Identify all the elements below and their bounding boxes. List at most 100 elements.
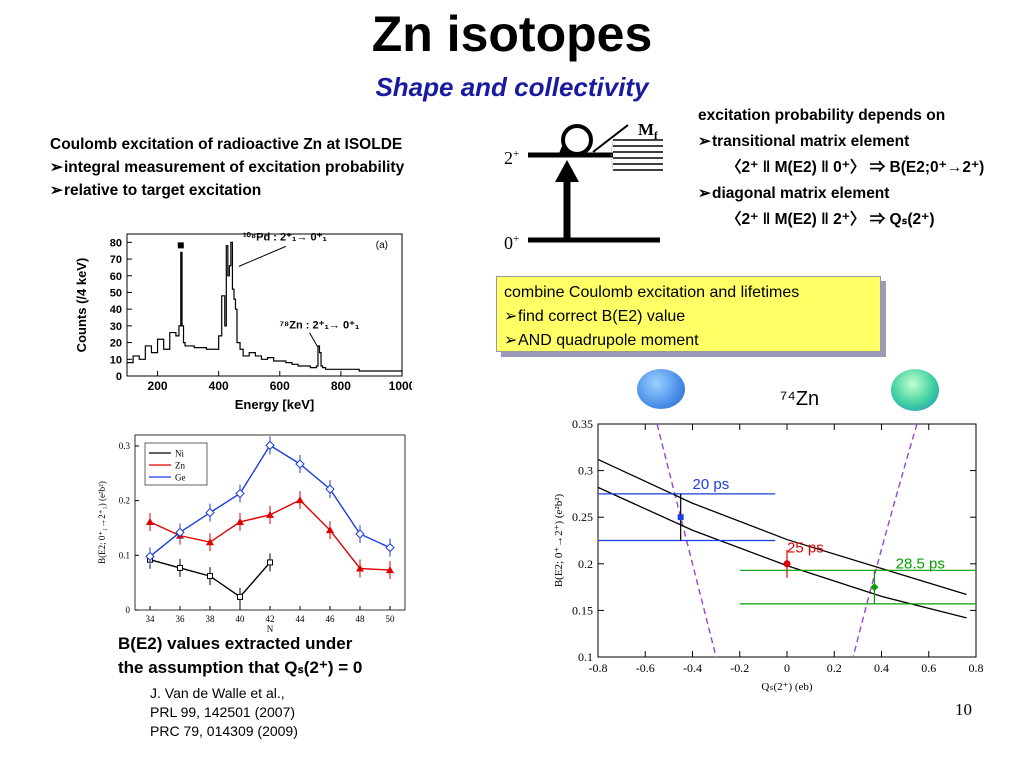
- pd-annotation: ¹⁰⁸Pd : 2⁺₁→ 0⁺₁: [243, 231, 328, 243]
- bullet-arrow-icon: ➢: [698, 185, 711, 202]
- x-tick-label: 40: [236, 614, 246, 624]
- bullet-arrow-icon: ➢: [698, 133, 711, 150]
- x-tick-label: 42: [266, 614, 275, 624]
- data-point-ni: [177, 564, 183, 571]
- y-tick-label: 70: [110, 254, 122, 266]
- intro-bullet-2-text: relative to target excitation: [64, 182, 262, 199]
- x-tick-label: 50: [386, 614, 396, 624]
- y-tick-label: 0.3: [119, 441, 131, 451]
- data-point-zn: [206, 538, 214, 546]
- zn-annotation-arrow: [309, 332, 318, 347]
- prolate-curve: [852, 423, 918, 658]
- y-tick-label: 0.3: [578, 464, 593, 478]
- x-tick-label: -0.6: [636, 661, 655, 675]
- slide-subtitle: Shape and collectivity: [375, 72, 649, 102]
- lifetime-point: [870, 583, 879, 592]
- x-tick-label: -0.2: [730, 661, 749, 675]
- x-tick-label: 44: [296, 614, 306, 624]
- data-point-zn: [266, 510, 274, 518]
- slide-title: Zn isotopes: [371, 6, 653, 62]
- x-tick-label: 200: [148, 379, 168, 393]
- y-tick-label: 0.2: [578, 557, 593, 571]
- y-tick-label: 40: [110, 304, 122, 316]
- bottom-note: B(E2) values extracted under the assumpt…: [118, 632, 362, 680]
- reorientation-loop-icon: [561, 124, 593, 156]
- legend-label: Ni: [175, 449, 184, 459]
- data-point-ge: [385, 542, 395, 553]
- data-point-ni: [237, 593, 243, 600]
- formula-2: 〈2⁺ ‖ M(E2) ‖ 2⁺〉 ⇒ Qₛ(2⁺): [726, 211, 935, 228]
- data-point-ge: [355, 529, 365, 539]
- label-28ps: 28.5 ps: [896, 555, 945, 572]
- data-point-zn: [296, 496, 304, 504]
- y-tick-label: 60: [110, 271, 122, 283]
- legend-label: Ge: [175, 473, 186, 483]
- data-point-ge: [325, 484, 335, 494]
- formula-1: 〈2⁺ ‖ M(E2) ‖ 0⁺〉 ⇒ B(E2;0⁺→2⁺): [726, 159, 985, 176]
- lifetime-point: [677, 514, 684, 521]
- data-point-ge: [235, 488, 245, 499]
- matrix-element-label: Mf: [638, 120, 658, 142]
- loop-arrowhead: [558, 146, 570, 156]
- box-bullet-1: ➢find correct B(E2) value: [504, 305, 880, 329]
- bullet-arrow-icon: ➢: [50, 182, 63, 199]
- right-bullet-1: ➢transitional matrix element: [698, 129, 984, 155]
- level-scheme-diagram: 2+ 0+ Mf: [504, 120, 663, 253]
- data-point-ge: [265, 440, 275, 451]
- panel-label: (a): [376, 240, 388, 251]
- right-bullet-2-text: diagonal matrix element: [712, 185, 890, 202]
- y-tick-label: 0: [126, 605, 131, 615]
- x-tick-label: 34: [146, 614, 156, 624]
- x-tick-label: 600: [270, 379, 290, 393]
- data-point-zn: [326, 526, 334, 534]
- y-tick-label: 0.1: [578, 650, 593, 664]
- references: J. Van de Walle et al., PRL 99, 142501 (…: [150, 684, 298, 741]
- y-tick-label: 10: [110, 354, 122, 366]
- intro-bullet-1-text: integral measurement of excitation proba…: [64, 159, 405, 176]
- spectrum-frame: [126, 233, 403, 377]
- data-point-zn: [236, 517, 244, 525]
- box-bullet-1-text: find correct B(E2) value: [518, 308, 686, 325]
- x-tick-label: 0: [784, 661, 790, 675]
- y-tick-label: 0.2: [119, 496, 130, 506]
- left-intro-text: Coulomb excitation of radioactive Zn at …: [50, 133, 404, 202]
- excitation-arrowhead: [555, 160, 579, 182]
- right-heading: excitation probability depends on: [698, 107, 946, 124]
- right-info-text: excitation probability depends on ➢trans…: [698, 103, 984, 233]
- reference-line: PRL 99, 142501 (2007): [150, 704, 296, 720]
- legend-box: [144, 442, 208, 486]
- y-tick-label: 0.35: [572, 417, 593, 431]
- data-point-ge: [175, 527, 185, 538]
- x-tick-label: 0.4: [874, 661, 889, 675]
- x-tick-label: -0.4: [683, 661, 702, 675]
- y-axis-label: B(E2; 0⁺₁→2⁺₁) (e²b²): [97, 481, 107, 564]
- x-tick-label: 48: [356, 614, 366, 624]
- y-tick-label: 0: [116, 371, 122, 383]
- x-axis-label: N: [267, 624, 274, 634]
- y-tick-label: 0.25: [572, 510, 593, 524]
- y-tick-label: 20: [110, 338, 122, 350]
- y-tick-label: 0.1: [119, 550, 130, 560]
- x-tick-label: 38: [206, 614, 216, 624]
- right-bullet-2: ➢diagonal matrix element: [698, 181, 984, 207]
- data-point-zn: [386, 566, 394, 574]
- data-point-zn: [356, 564, 364, 572]
- zn-annotation: ⁷⁸Zn : 2⁺₁→ 0⁺₁: [280, 320, 360, 332]
- x-tick-label: 0.6: [921, 661, 936, 675]
- bottom-note-line-2: the assumption that Qₛ(2⁺) = 0: [118, 658, 363, 677]
- right-bullet-1-text: transitional matrix element: [712, 133, 910, 150]
- reference-line: J. Van de Walle et al.,: [150, 685, 285, 701]
- prolate-shape-image: [891, 369, 939, 411]
- label-20ps: 20 ps: [693, 476, 730, 493]
- data-point-ge: [295, 459, 305, 469]
- substates-fan: [610, 139, 663, 171]
- label-25ps: 25 ps: [787, 540, 824, 557]
- x-tick-label: -0.8: [589, 661, 608, 675]
- y-axis-label: B(E2; 0⁺→2⁺) (e²b²): [553, 493, 565, 587]
- coulex-curve-1: [597, 458, 967, 596]
- bullet-arrow-icon: ➢: [504, 308, 518, 325]
- x-tick-label: 800: [331, 379, 351, 393]
- be2-vs-qs-chart: -0.8 -0.6 -0.4 -0.2 0 0.2 0.4 0.6 0.8 0.1 0.15 0.2 0…: [553, 417, 984, 693]
